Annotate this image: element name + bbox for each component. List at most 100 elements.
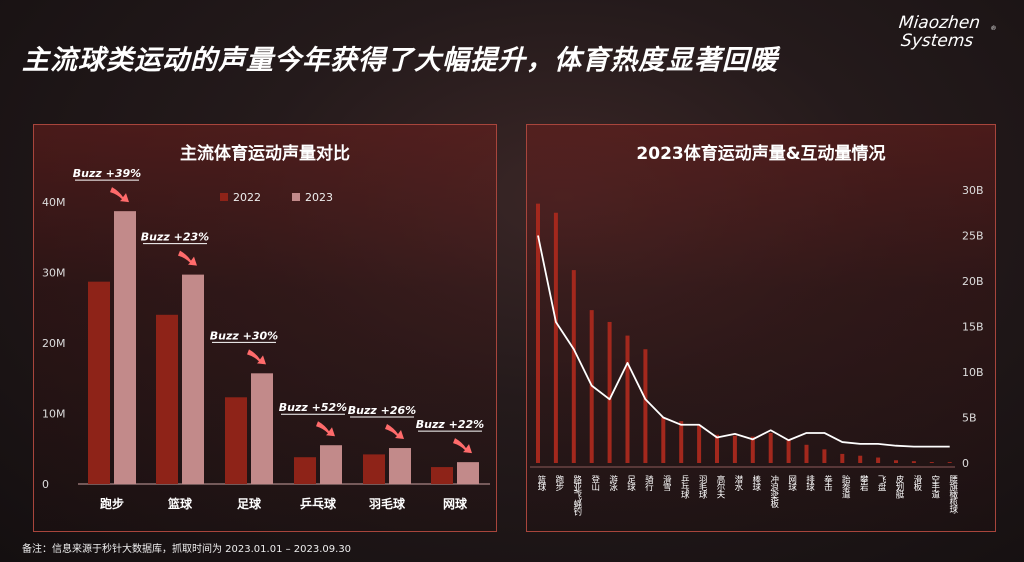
volume-bar <box>625 335 630 463</box>
category-label-right: 跆拳道 <box>840 474 850 499</box>
category-label: 足球 <box>237 496 262 511</box>
volume-bar <box>768 432 773 463</box>
y-tick-label: 30M <box>42 267 66 280</box>
y-tick-label: 0 <box>42 478 49 491</box>
volume-bar <box>947 462 952 463</box>
bar-2022 <box>225 397 247 484</box>
bar-2023 <box>389 448 411 484</box>
y-tick-label-right: 20B <box>962 275 984 288</box>
volume-bar <box>786 439 791 463</box>
y-tick-label-right: 0 <box>962 457 969 470</box>
category-label-right: 腰旗橄榄球 <box>948 475 958 513</box>
bar-2023 <box>114 211 136 485</box>
category-label-right: 滑雪 <box>661 474 671 492</box>
y-tick-label-right: 25B <box>962 230 984 243</box>
page-title: 主流球类运动的声量今年获得了大幅提升，体育热度显著回暖 <box>22 45 778 76</box>
volume-bar <box>858 455 863 463</box>
category-label-right: 滑板 <box>912 474 922 492</box>
category-label-right: 高尔夫 <box>715 474 725 499</box>
trend-arrow-icon <box>453 438 472 454</box>
bar-2022 <box>156 314 178 484</box>
buzz-annotation: Buzz +39% <box>73 167 141 180</box>
buzz-annotation: Buzz +22% <box>416 418 484 431</box>
category-label: 网球 <box>443 496 468 511</box>
volume-bar <box>840 453 845 463</box>
y-tick-label-right: 30B <box>962 184 984 197</box>
category-label-right: 登山 <box>590 474 600 492</box>
volume-bar <box>553 212 558 463</box>
volume-bar <box>894 460 898 463</box>
y-tick-label: 10M <box>42 408 66 421</box>
trend-arrow-icon <box>385 424 404 440</box>
category-label-right: 游泳 <box>608 474 618 492</box>
right-chart-title: 2023体育运动声量&互动量情况 <box>636 144 886 164</box>
category-label-right: 羽毛球 <box>697 475 707 498</box>
bar-2023 <box>182 274 204 484</box>
category-label: 篮球 <box>167 496 193 511</box>
volume-bar <box>715 434 719 463</box>
left-chart-title: 主流体育运动声量对比 <box>180 144 350 164</box>
trend-arrow-icon <box>316 421 335 437</box>
category-label-right: 足球 <box>626 475 636 491</box>
volume-bar <box>750 436 755 463</box>
category-label-right: 潜水 <box>733 474 743 491</box>
category-label-right: 棒球 <box>751 474 761 491</box>
volume-bar <box>571 270 576 463</box>
volume-bar <box>697 424 702 463</box>
volume-bar <box>876 457 881 463</box>
volume-bar <box>679 421 684 463</box>
category-label-right: 拳击 <box>822 474 832 492</box>
volume-bar <box>732 435 737 463</box>
volume-bar <box>661 417 666 463</box>
bar-2023 <box>320 445 342 484</box>
trend-arrow-icon <box>247 349 266 365</box>
bar-2022 <box>431 467 453 484</box>
right-chart-panel: 2023体育运动声量&互动量情况 <box>526 124 996 532</box>
legend-swatch <box>292 193 300 201</box>
bar-2022 <box>294 457 316 484</box>
category-label-right: 排球 <box>805 474 815 491</box>
volume-bar <box>607 321 612 463</box>
buzz-annotation: Buzz +52% <box>279 401 347 414</box>
footnote: 备注：信息来源于秒针大数据库，抓取时间为 2023.01.01 – 2023.0… <box>22 544 352 555</box>
category-label-right: 飞盘 <box>876 475 886 491</box>
bar-2023 <box>251 373 273 484</box>
volume-bar <box>804 444 809 463</box>
y-tick-label-right: 5B <box>962 412 977 425</box>
category-label-right: 骑行 <box>643 474 653 492</box>
category-label: 羽毛球 <box>369 496 406 511</box>
category-label-right: 皮划艇 <box>894 474 904 499</box>
category-label-right: 空手道 <box>930 474 940 499</box>
volume-bar <box>911 461 916 463</box>
y-tick-label-right: 10B <box>962 366 984 379</box>
volume-bar <box>822 449 827 463</box>
engagement-line <box>537 235 950 448</box>
buzz-annotation: Buzz +26% <box>348 404 416 417</box>
bar-2022 <box>88 281 110 484</box>
trend-arrow-icon <box>110 187 129 203</box>
category-label-right: 冲浪/桨板 <box>769 474 779 508</box>
category-label-right: 攀岩 <box>858 474 868 492</box>
y-tick-label-right: 15B <box>962 321 984 334</box>
legend-swatch <box>220 193 228 201</box>
volume-bar <box>536 203 540 463</box>
trend-arrow-icon <box>178 250 197 266</box>
category-label-right: 路亚/飞蝇钓 <box>572 474 582 516</box>
category-label-right: 乒乓球 <box>679 474 689 498</box>
volume-bar <box>643 349 648 463</box>
bar-2022 <box>363 454 385 484</box>
category-label-right: 网球 <box>787 475 797 491</box>
bar-2023 <box>457 462 479 484</box>
legend-label: 2022 <box>233 191 261 204</box>
legend-label: 2023 <box>305 191 333 204</box>
category-label-right: 跑步 <box>554 474 564 492</box>
y-tick-label: 40M <box>42 196 66 209</box>
y-tick-label: 20M <box>42 337 66 350</box>
buzz-annotation: Buzz +23% <box>141 231 209 244</box>
category-label: 跑步 <box>100 496 124 511</box>
category-label-right: 篮球 <box>536 474 546 491</box>
buzz-annotation: Buzz +30% <box>210 329 278 342</box>
volume-bar <box>929 462 934 463</box>
